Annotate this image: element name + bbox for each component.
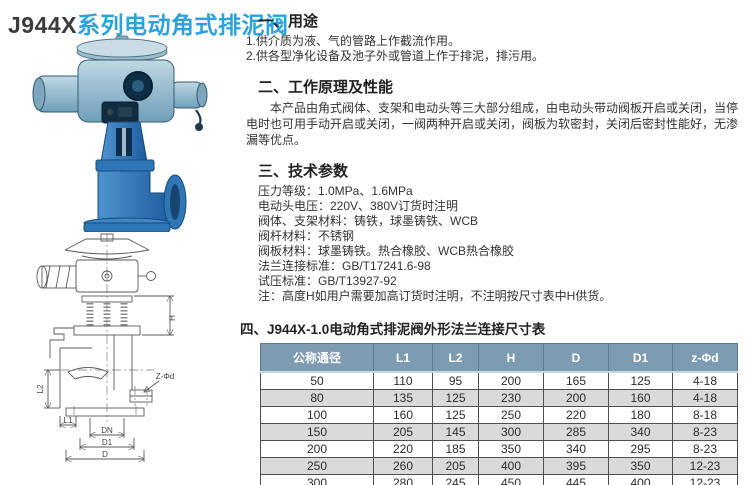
cell: 220 bbox=[373, 440, 433, 458]
section-params-heading: 三、技术参数 bbox=[258, 163, 349, 180]
cell: 340 bbox=[608, 423, 673, 441]
cell: 220 bbox=[543, 406, 609, 424]
cell: 200 bbox=[260, 440, 374, 458]
col-header-l1: L1 bbox=[373, 343, 433, 373]
usage-item: 2.供各型净化设备及池子外或管道上作于排泥，排污用。 bbox=[246, 49, 545, 63]
cell: 400 bbox=[478, 457, 544, 475]
principle-body: 本产品由角式阀体、支架和电动头等三大部分组成，由电动头带动阀板开启或关闭，当停电… bbox=[246, 101, 739, 147]
cell: 180 bbox=[608, 406, 673, 424]
content-column: 一、用途 1.供介质为液、气的管路上作截流作用。 2.供各型净化设备及池子外或管… bbox=[240, 10, 746, 485]
col-header-l2: L2 bbox=[432, 343, 479, 373]
table-row: 100 160 125 250 220 180 8-18 bbox=[260, 406, 738, 424]
param-line: 电动头电压：220V、380V订货时注明 bbox=[258, 199, 459, 213]
cell: 400 bbox=[608, 474, 673, 485]
cell: 450 bbox=[478, 474, 544, 485]
cell: 125 bbox=[608, 371, 673, 390]
cell: 8-23 bbox=[672, 423, 738, 441]
cell: 145 bbox=[432, 423, 479, 441]
title-series: 系列电动角式排泥阀 bbox=[77, 12, 289, 38]
cell: 285 bbox=[543, 423, 609, 441]
dim-label-holes: Z-Φd bbox=[156, 372, 174, 381]
cell: 150 bbox=[260, 423, 374, 441]
cell: 350 bbox=[608, 457, 673, 475]
dim-label-d: D bbox=[102, 450, 108, 459]
param-line: 压力等级：1.0MPa、1.6MPa bbox=[258, 184, 413, 198]
cell: 95 bbox=[432, 371, 479, 390]
dim-label-h: H bbox=[168, 315, 177, 321]
title-model: J944X bbox=[8, 12, 78, 38]
cell: 12-23 bbox=[672, 474, 738, 485]
col-header-dn: 公称通径 bbox=[260, 343, 374, 373]
cell: 185 bbox=[432, 440, 479, 458]
param-line: 阀体、支架材料：铸铁，球墨铸铁、WCB bbox=[258, 214, 478, 228]
cell: 250 bbox=[260, 457, 374, 475]
section-usage-heading: 一、用途 bbox=[258, 13, 319, 30]
cell: 205 bbox=[432, 457, 479, 475]
cell: 230 bbox=[478, 389, 544, 407]
cell: 340 bbox=[543, 440, 609, 458]
cell: 250 bbox=[478, 406, 544, 424]
dim-label-d1: D1 bbox=[102, 438, 113, 447]
cell: 280 bbox=[373, 474, 433, 485]
cell: 350 bbox=[478, 440, 544, 458]
param-line: 试压标准：GB/T13927-92 bbox=[258, 274, 397, 288]
cell: 445 bbox=[543, 474, 609, 485]
cell: 135 bbox=[373, 389, 433, 407]
table-row: 200 220 185 350 340 295 8-23 bbox=[260, 440, 738, 458]
table-row: 150 205 145 300 285 340 8-23 bbox=[260, 423, 738, 441]
cell: 50 bbox=[260, 371, 374, 390]
col-header-d1: D1 bbox=[608, 343, 673, 373]
cell: 200 bbox=[478, 371, 544, 390]
section-principle-heading: 二、工作原理及性能 bbox=[258, 79, 394, 96]
product-photo bbox=[10, 34, 238, 232]
cell: 100 bbox=[260, 406, 374, 424]
param-line: 阀杆材料：不锈钢 bbox=[258, 229, 355, 243]
cell: 125 bbox=[432, 406, 479, 424]
cell: 205 bbox=[373, 423, 433, 441]
table-row: 250 260 205 400 395 350 12-23 bbox=[260, 457, 738, 475]
table-header-row: 公称通径 L1 L2 H D D1 z-Φd bbox=[260, 343, 738, 373]
cell: 160 bbox=[608, 389, 673, 407]
cell: 4-18 bbox=[672, 389, 738, 407]
dimension-table-heading: 四、J944X-1.0电动角式排泥阀外形法兰连接尺寸表 bbox=[240, 322, 546, 337]
cell: 8-18 bbox=[672, 406, 738, 424]
cell: 260 bbox=[373, 457, 433, 475]
cell: 300 bbox=[478, 423, 544, 441]
cell: 295 bbox=[608, 440, 673, 458]
dim-label-l1: L1 bbox=[64, 416, 73, 425]
cell: 200 bbox=[543, 389, 609, 407]
cell: 300 bbox=[260, 474, 374, 485]
cell: 245 bbox=[432, 474, 479, 485]
cell: 110 bbox=[373, 371, 433, 390]
param-line: 注：高度H如用户需要加高订货时注明，不注明按尺寸表中H供货。 bbox=[258, 289, 612, 303]
dimension-table: 公称通径 L1 L2 H D D1 z-Φd 50 110 95 200 165… bbox=[260, 343, 738, 485]
cell: 165 bbox=[543, 371, 609, 390]
cell: 160 bbox=[373, 406, 433, 424]
param-line: 法兰连接标准：GB/T17241.6-98 bbox=[258, 259, 431, 273]
page-title: J944X系列电动角式排泥阀 bbox=[8, 6, 289, 40]
dim-label-l2: L2 bbox=[36, 384, 45, 393]
table-row: 50 110 95 200 165 125 4-18 bbox=[260, 371, 738, 390]
cell: 80 bbox=[260, 389, 374, 407]
outline-drawing-illustration: H Z-Φd L2 bbox=[36, 233, 177, 483]
cell: 395 bbox=[543, 457, 609, 475]
cell: 8-23 bbox=[672, 440, 738, 458]
valve-photo-illustration bbox=[32, 35, 208, 232]
param-line: 阀板材料：球墨铸铁。热合橡胶、WCB热合橡胶 bbox=[258, 244, 514, 258]
table-row: 300 280 245 450 445 400 12-23 bbox=[260, 474, 738, 485]
col-header-zd: z-Φd bbox=[672, 343, 738, 373]
cell: 125 bbox=[432, 389, 479, 407]
col-header-h: H bbox=[478, 343, 544, 373]
dimension-drawing: H Z-Φd L2 bbox=[2, 230, 235, 483]
col-header-d: D bbox=[543, 343, 609, 373]
cell: 12-23 bbox=[672, 457, 738, 475]
usage-item: 1.供介质为液、气的管路上作截流作用。 bbox=[246, 34, 461, 48]
dim-label-dn: DN bbox=[101, 426, 113, 435]
table-row: 80 135 125 230 200 160 4-18 bbox=[260, 389, 738, 407]
cell: 4-18 bbox=[672, 371, 738, 390]
